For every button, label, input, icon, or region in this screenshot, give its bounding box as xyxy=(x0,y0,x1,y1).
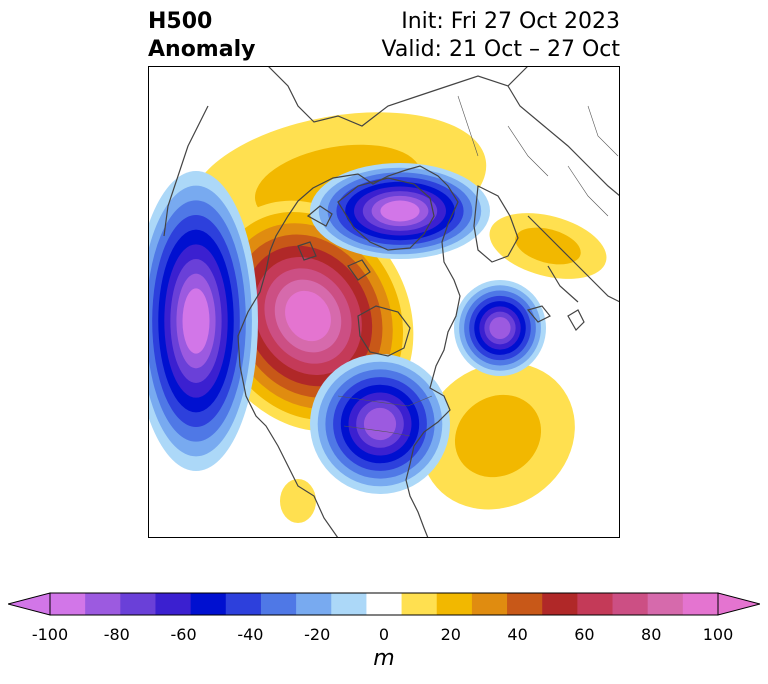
anomaly-map xyxy=(148,66,620,538)
colorbar-cell xyxy=(436,593,473,615)
colorbar-cell xyxy=(260,593,297,615)
scandinavia xyxy=(473,185,519,263)
colorbar-cell xyxy=(50,593,86,615)
hudson-bay xyxy=(357,305,411,357)
greenland xyxy=(337,177,435,251)
trough-atlantic-level xyxy=(489,316,511,340)
ridge-florida-level xyxy=(280,479,316,523)
init-date: Init: Fri 27 Oct 2023 xyxy=(401,9,620,34)
ridge-europe-level xyxy=(515,227,581,265)
colorbar-cell xyxy=(471,593,508,615)
colorbar-unit: m xyxy=(373,646,395,671)
colorbar-tick-label: 60 xyxy=(574,625,595,644)
colorbar-cell xyxy=(190,593,227,615)
colorbar-extend-low xyxy=(8,592,51,616)
colorbar-cell xyxy=(296,593,332,615)
colorbar-cell xyxy=(401,593,438,615)
map-frame xyxy=(148,66,620,538)
borders xyxy=(337,95,619,437)
colorbar-cell xyxy=(612,593,649,615)
asia-pacific-coast xyxy=(163,105,209,237)
ridge-western-north-america-level xyxy=(285,290,331,342)
colorbar-tick-label: 100 xyxy=(702,625,734,644)
colorbar-tick-label: 20 xyxy=(440,625,461,644)
colorbar-cell xyxy=(682,593,719,615)
colorbar-tick-label: 40 xyxy=(507,625,528,644)
colorbar-tick-label: -40 xyxy=(237,625,264,644)
colorbar-cell xyxy=(507,593,543,615)
chart-title: H500 Anomaly xyxy=(148,8,255,64)
colorbar-cell xyxy=(366,593,403,615)
colorbar-tick-label: -80 xyxy=(103,625,130,644)
eurasia-coast xyxy=(267,66,620,197)
trough-atlantic xyxy=(454,280,546,376)
colorbar-cells xyxy=(8,592,760,616)
date-info: Init: Fri 27 Oct 2023 Valid: 21 Oct – 27… xyxy=(382,8,620,64)
colorbar-tick-label: 80 xyxy=(641,625,662,644)
colorbar-tick-label: 0 xyxy=(378,625,390,644)
valid-range: Valid: 21 Oct – 27 Oct xyxy=(381,37,620,62)
colorbar-cell xyxy=(647,593,684,615)
colorbar-cell xyxy=(155,593,192,615)
arctic-islands xyxy=(297,205,371,281)
ridge-europe xyxy=(489,213,607,279)
ridge-atlantic-east xyxy=(421,362,575,510)
colorbar-cell xyxy=(85,593,121,615)
anomaly-fields xyxy=(148,112,607,523)
title-line-2: Anomaly xyxy=(148,37,256,62)
colorbar-cell xyxy=(225,593,262,615)
europe-coast xyxy=(527,215,620,303)
british-isles xyxy=(567,309,585,331)
title-line-1: H500 xyxy=(148,9,213,34)
colorbar-cell xyxy=(577,593,614,615)
colorbar-outline xyxy=(49,592,719,616)
trough-eastern-north-america xyxy=(310,354,450,494)
trough-pacific xyxy=(148,171,258,471)
trough-arctic-level xyxy=(380,200,420,222)
colorbar-cell xyxy=(331,593,367,615)
ridge-florida xyxy=(280,479,316,523)
colorbar-extend-high xyxy=(717,592,760,616)
colorbar-tick-label: -20 xyxy=(304,625,331,644)
trough-eastern-north-america-level xyxy=(363,407,397,441)
coastlines xyxy=(163,66,620,538)
colorbar-tick-label: -60 xyxy=(170,625,197,644)
colorbar-cell xyxy=(542,593,578,615)
ridge-atlantic-east-level xyxy=(454,394,542,478)
colorbar xyxy=(8,592,760,616)
iceland xyxy=(526,305,551,323)
colorbar-tick-label: -100 xyxy=(31,625,69,644)
trough-pacific-level xyxy=(182,288,210,354)
north-america-coast xyxy=(237,165,461,538)
colorbar-cell xyxy=(120,593,156,615)
